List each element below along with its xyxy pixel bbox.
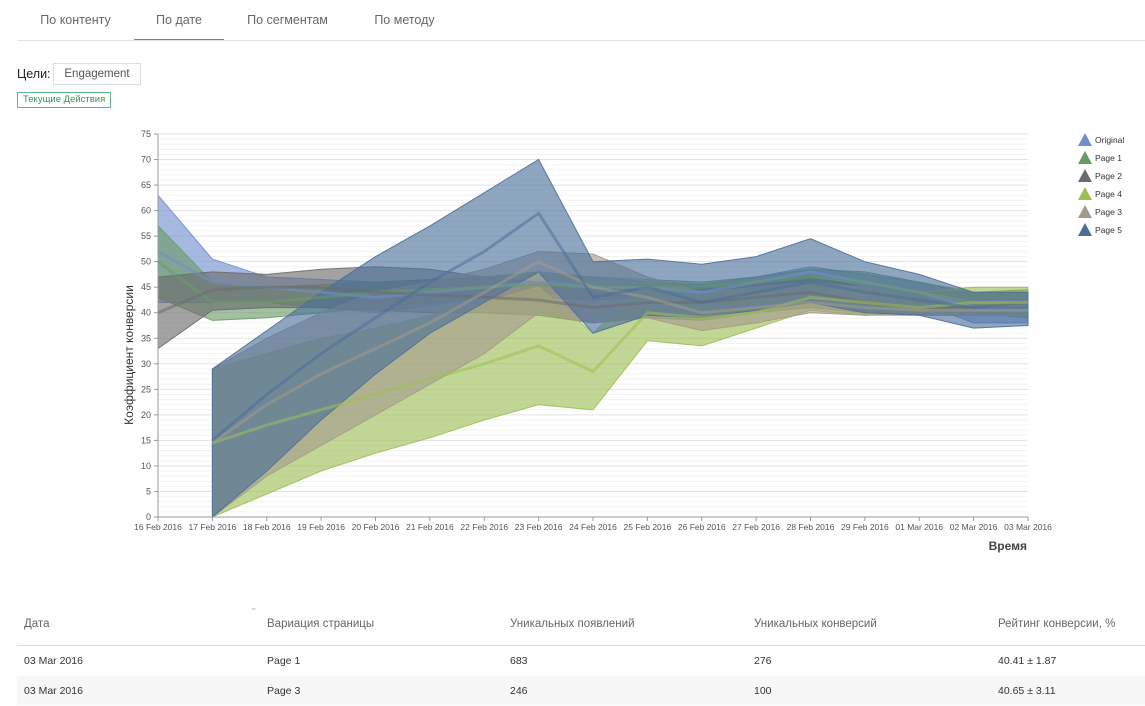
y-tick-label: 25: [141, 384, 151, 394]
x-tick-label: 16 Feb 2016: [134, 522, 182, 532]
tab-by-date[interactable]: По дате: [134, 0, 224, 40]
legend-item-label: Original: [1095, 135, 1124, 145]
chart-series-lines: [157, 211, 1029, 445]
column-header-conversions[interactable]: Уникальных конверсий: [754, 618, 877, 630]
x-tick-label: 17 Feb 2016: [189, 522, 237, 532]
chart-y-axis-label: Коэффициент конверсии: [122, 285, 136, 425]
y-tick-label: 5: [146, 486, 151, 496]
series-line-page-4: [211, 295, 1028, 445]
cell-variation: Page 3: [267, 685, 301, 697]
table-row[interactable]: 03 Mar 2016 Page 3 246 100 40.65 ± 3.11: [17, 676, 1145, 706]
x-tick-label: 18 Feb 2016: [243, 522, 291, 532]
cell-variation: Page 1: [267, 655, 301, 667]
x-tick-label: 23 Feb 2016: [515, 522, 563, 532]
series-line-page-5: [211, 211, 1028, 442]
chart-x-axis-label: Время: [989, 539, 1027, 553]
y-tick-label: 30: [141, 359, 151, 369]
y-tick-label: 35: [141, 333, 151, 343]
y-tick-label: 10: [141, 461, 151, 471]
cell-rate: 40.65 ± 3.11: [998, 685, 1056, 697]
legend-item-label: Page 5: [1095, 225, 1122, 235]
x-tick-label: 24 Feb 2016: [569, 522, 617, 532]
x-tick-label: 03 Mar 2016: [1004, 522, 1052, 532]
x-tick-label: 22 Feb 2016: [460, 522, 508, 532]
x-tick-label: 25 Feb 2016: [624, 522, 672, 532]
cell-appearances: 246: [510, 685, 528, 697]
y-tick-label: 0: [146, 512, 151, 522]
x-tick-label: 28 Feb 2016: [787, 522, 835, 532]
y-tick-label: 60: [141, 206, 151, 216]
chart-axes: 0 5 10 15 20 25 30 35 40 45 50 55 60 65 70 75 16 Feb 201…: [134, 129, 1052, 532]
y-tick-label: 65: [141, 180, 151, 190]
cell-rate: 40.41 ± 1.87: [998, 655, 1057, 667]
cell-appearances: 683: [510, 655, 528, 667]
column-header-variation[interactable]: Вариация страницы: [267, 618, 375, 630]
x-tick-label: 01 Mar 2016: [895, 522, 943, 532]
results-table: ⌄ Дата Вариация страницы Уникальных появ…: [17, 600, 1145, 706]
x-tick-label: 19 Feb 2016: [297, 522, 345, 532]
chevron-down-icon[interactable]: ⌄: [250, 602, 258, 612]
legend-item-label: Page 2: [1095, 171, 1122, 181]
y-tick-label: 40: [141, 308, 151, 318]
x-tick-label: 02 Mar 2016: [950, 522, 998, 532]
legend-item-label: Page 4: [1095, 189, 1122, 199]
conversion-rate-chart: 0 5 10 15 20 25 30 35 40 45 50 55 60 65 70 75 16 Feb 201…: [122, 129, 1124, 553]
x-tick-label: 27 Feb 2016: [732, 522, 780, 532]
cell-conversions: 100: [754, 685, 772, 697]
legend-swatch-icon: [1078, 151, 1092, 164]
goals-select[interactable]: Engagement: [53, 63, 141, 85]
x-tick-label: 29 Feb 2016: [841, 522, 889, 532]
tabs-bar: По контенту По дате По сегментам По мето…: [17, 0, 1145, 41]
goals-label: Цели:: [17, 67, 51, 81]
legend-item-label: Page 1: [1095, 153, 1122, 163]
legend-swatch-icon: [1078, 169, 1092, 182]
legend-swatch-icon: [1078, 223, 1092, 236]
column-header-appearances[interactable]: Уникальных появлений: [510, 618, 635, 630]
y-tick-label: 15: [141, 435, 151, 445]
legend-item-label: Page 3: [1095, 207, 1122, 217]
x-tick-label: 26 Feb 2016: [678, 522, 726, 532]
cell-date: 03 Mar 2016: [24, 655, 83, 667]
column-header-rate[interactable]: Рейтинг конверсии, %: [998, 618, 1116, 630]
legend-swatch-icon: [1078, 187, 1092, 200]
y-tick-label: 75: [141, 129, 151, 139]
table-header: ⌄ Дата Вариация страницы Уникальных появ…: [17, 600, 1145, 646]
y-tick-label: 45: [141, 282, 151, 292]
column-header-date[interactable]: Дата: [24, 618, 50, 630]
tab-by-method[interactable]: По методу: [374, 13, 435, 27]
chart-legend[interactable]: Original Page 1 Page 2 Page 4 Page 3 Page 5: [1078, 133, 1124, 236]
y-tick-label: 70: [141, 155, 151, 165]
x-tick-label: 20 Feb 2016: [352, 522, 400, 532]
tab-by-segments[interactable]: По сегментам: [247, 13, 328, 27]
current-actions-button[interactable]: Текущие Действия: [17, 92, 112, 108]
legend-swatch-icon: [1078, 205, 1092, 218]
legend-swatch-icon: [1078, 133, 1092, 146]
y-tick-label: 55: [141, 231, 151, 241]
tab-by-content[interactable]: По контенту: [40, 13, 111, 27]
table-row[interactable]: 03 Mar 2016 Page 1 683 276 40.41 ± 1.87: [17, 646, 1145, 676]
y-tick-label: 50: [141, 257, 151, 267]
y-tick-label: 20: [141, 410, 151, 420]
series-band-page-5: [211, 158, 1029, 519]
cell-conversions: 276: [754, 655, 772, 667]
x-tick-label: 21 Feb 2016: [406, 522, 454, 532]
cell-date: 03 Mar 2016: [24, 685, 83, 697]
